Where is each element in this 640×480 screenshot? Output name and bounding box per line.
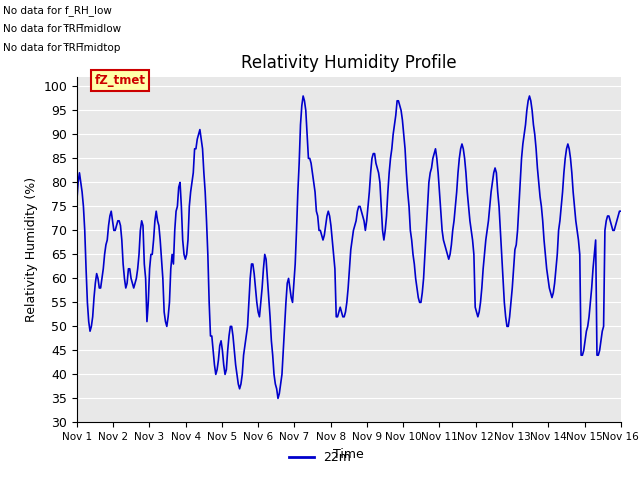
- Text: No data for f̅RH̅midlow: No data for f̅RH̅midlow: [3, 24, 122, 34]
- Y-axis label: Relativity Humidity (%): Relativity Humidity (%): [25, 177, 38, 322]
- X-axis label: Time: Time: [333, 448, 364, 461]
- Title: Relativity Humidity Profile: Relativity Humidity Profile: [241, 54, 456, 72]
- Text: fZ_tmet: fZ_tmet: [95, 74, 146, 87]
- Text: No data for f_RH_low: No data for f_RH_low: [3, 5, 112, 16]
- Text: No data for f̅RH̅midtop: No data for f̅RH̅midtop: [3, 43, 120, 53]
- Legend: 22m: 22m: [284, 446, 356, 469]
